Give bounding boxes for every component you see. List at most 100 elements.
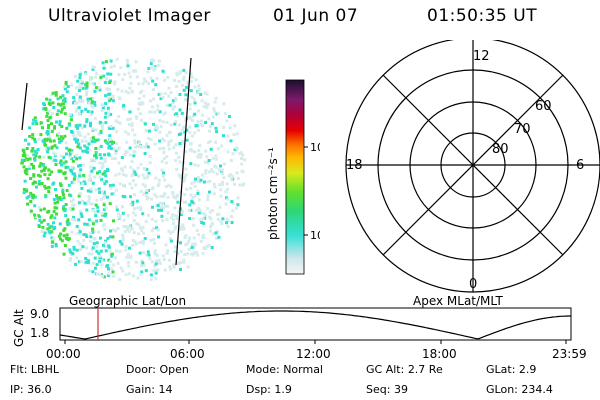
uv-pixel: [196, 155, 200, 159]
uv-pixel: [87, 218, 91, 222]
uv-pixel: [183, 201, 186, 204]
uv-pixel: [89, 189, 93, 193]
uv-pixel: [124, 150, 128, 153]
uv-pixel: [76, 130, 80, 134]
uv-pixel: [120, 156, 124, 159]
uv-pixel: [50, 240, 54, 244]
uv-pixel: [140, 101, 144, 105]
uv-pixel: [52, 209, 56, 213]
uv-pixel: [99, 131, 103, 135]
uv-pixel: [70, 181, 74, 184]
uv-pixel: [177, 80, 181, 83]
uv-pixel: [117, 96, 121, 100]
uv-pixel: [89, 136, 93, 140]
uv-pixel: [150, 229, 154, 233]
uv-pixel: [172, 99, 176, 103]
uv-pixel: [210, 122, 214, 126]
uv-pixel: [50, 112, 54, 116]
info-ip: IP: 36.0: [10, 383, 52, 396]
uv-pixel: [53, 126, 56, 130]
uv-pixel: [102, 66, 106, 70]
uv-pixel: [107, 153, 111, 157]
uv-pixel: [74, 262, 77, 266]
uv-pixel: [79, 209, 82, 213]
uv-pixel: [102, 243, 105, 247]
uv-pixel: [137, 82, 141, 86]
uv-pixel: [105, 141, 109, 145]
uv-pixel: [186, 83, 190, 86]
uv-pixel: [154, 268, 158, 272]
uv-pixel: [24, 138, 27, 142]
uv-pixel: [219, 194, 223, 198]
uv-pixel: [229, 173, 233, 177]
uv-pixel: [224, 202, 228, 206]
uv-pixel: [40, 229, 44, 233]
uv-pixel: [48, 98, 52, 102]
uv-pixel: [214, 96, 218, 100]
uv-pixel: [55, 194, 58, 198]
uv-pixel: [208, 170, 211, 174]
uv-pixel: [158, 139, 162, 143]
uv-pixel: [81, 199, 85, 203]
uv-pixel: [128, 225, 132, 229]
uv-pixel: [139, 208, 143, 212]
uv-pixel: [157, 92, 161, 96]
uv-pixel: [22, 159, 26, 162]
uv-pixel: [149, 62, 153, 66]
uv-pixel: [149, 273, 153, 277]
uv-pixel: [33, 158, 37, 162]
uv-pixel: [85, 208, 89, 212]
uv-pixel: [89, 97, 93, 101]
uv-pixel: [80, 126, 84, 130]
uv-pixel: [135, 199, 139, 203]
uv-pixel: [84, 139, 88, 143]
uv-pixel: [46, 129, 50, 133]
uv-pixel: [116, 147, 120, 151]
uv-pixel: [21, 154, 25, 157]
uv-pixel: [181, 141, 185, 145]
uv-pixel: [83, 182, 87, 186]
lat-label-60: 60: [535, 99, 552, 114]
uv-pixel: [156, 228, 160, 232]
info-door: Door: Open: [126, 363, 189, 376]
uv-pixel: [178, 71, 182, 75]
uv-pixel: [214, 126, 218, 130]
uv-pixel: [209, 217, 213, 221]
uv-pixel: [125, 255, 129, 259]
uv-pixel: [94, 153, 98, 157]
uv-pixel: [183, 175, 187, 179]
uv-pixel: [103, 160, 107, 163]
uv-pixel: [132, 219, 136, 222]
uv-pixel: [177, 173, 181, 177]
uv-pixel: [86, 150, 89, 154]
uv-pixel: [122, 107, 126, 111]
uv-pixel: [75, 86, 79, 90]
uv-pixel: [88, 124, 92, 128]
uv-pixel: [144, 269, 148, 273]
uv-pixel: [72, 198, 76, 202]
uv-pixel: [205, 155, 209, 159]
uv-pixel: [193, 131, 197, 135]
uv-pixel: [109, 186, 113, 190]
uv-pixel: [111, 183, 115, 187]
uv-pixel: [144, 79, 148, 83]
uv-pixel: [45, 138, 49, 142]
uv-pixel: [116, 88, 120, 92]
uv-pixel: [193, 163, 197, 167]
uv-pixel: [41, 225, 45, 229]
uv-pixel: [161, 96, 165, 99]
uv-pixel: [213, 100, 217, 104]
uv-pixel: [218, 183, 222, 187]
uv-pixel: [72, 134, 76, 138]
uv-pixel: [156, 108, 160, 112]
uv-pixel: [56, 97, 60, 101]
uv-pixel: [112, 274, 116, 278]
uv-pixel: [124, 90, 128, 94]
uv-pixel: [30, 149, 34, 153]
uv-pixel: [148, 257, 152, 261]
uv-pixel: [169, 185, 173, 189]
uv-pixel: [136, 206, 140, 210]
uv-pixel: [22, 191, 26, 195]
uv-pixel: [87, 252, 91, 256]
uv-pixel: [61, 193, 65, 197]
